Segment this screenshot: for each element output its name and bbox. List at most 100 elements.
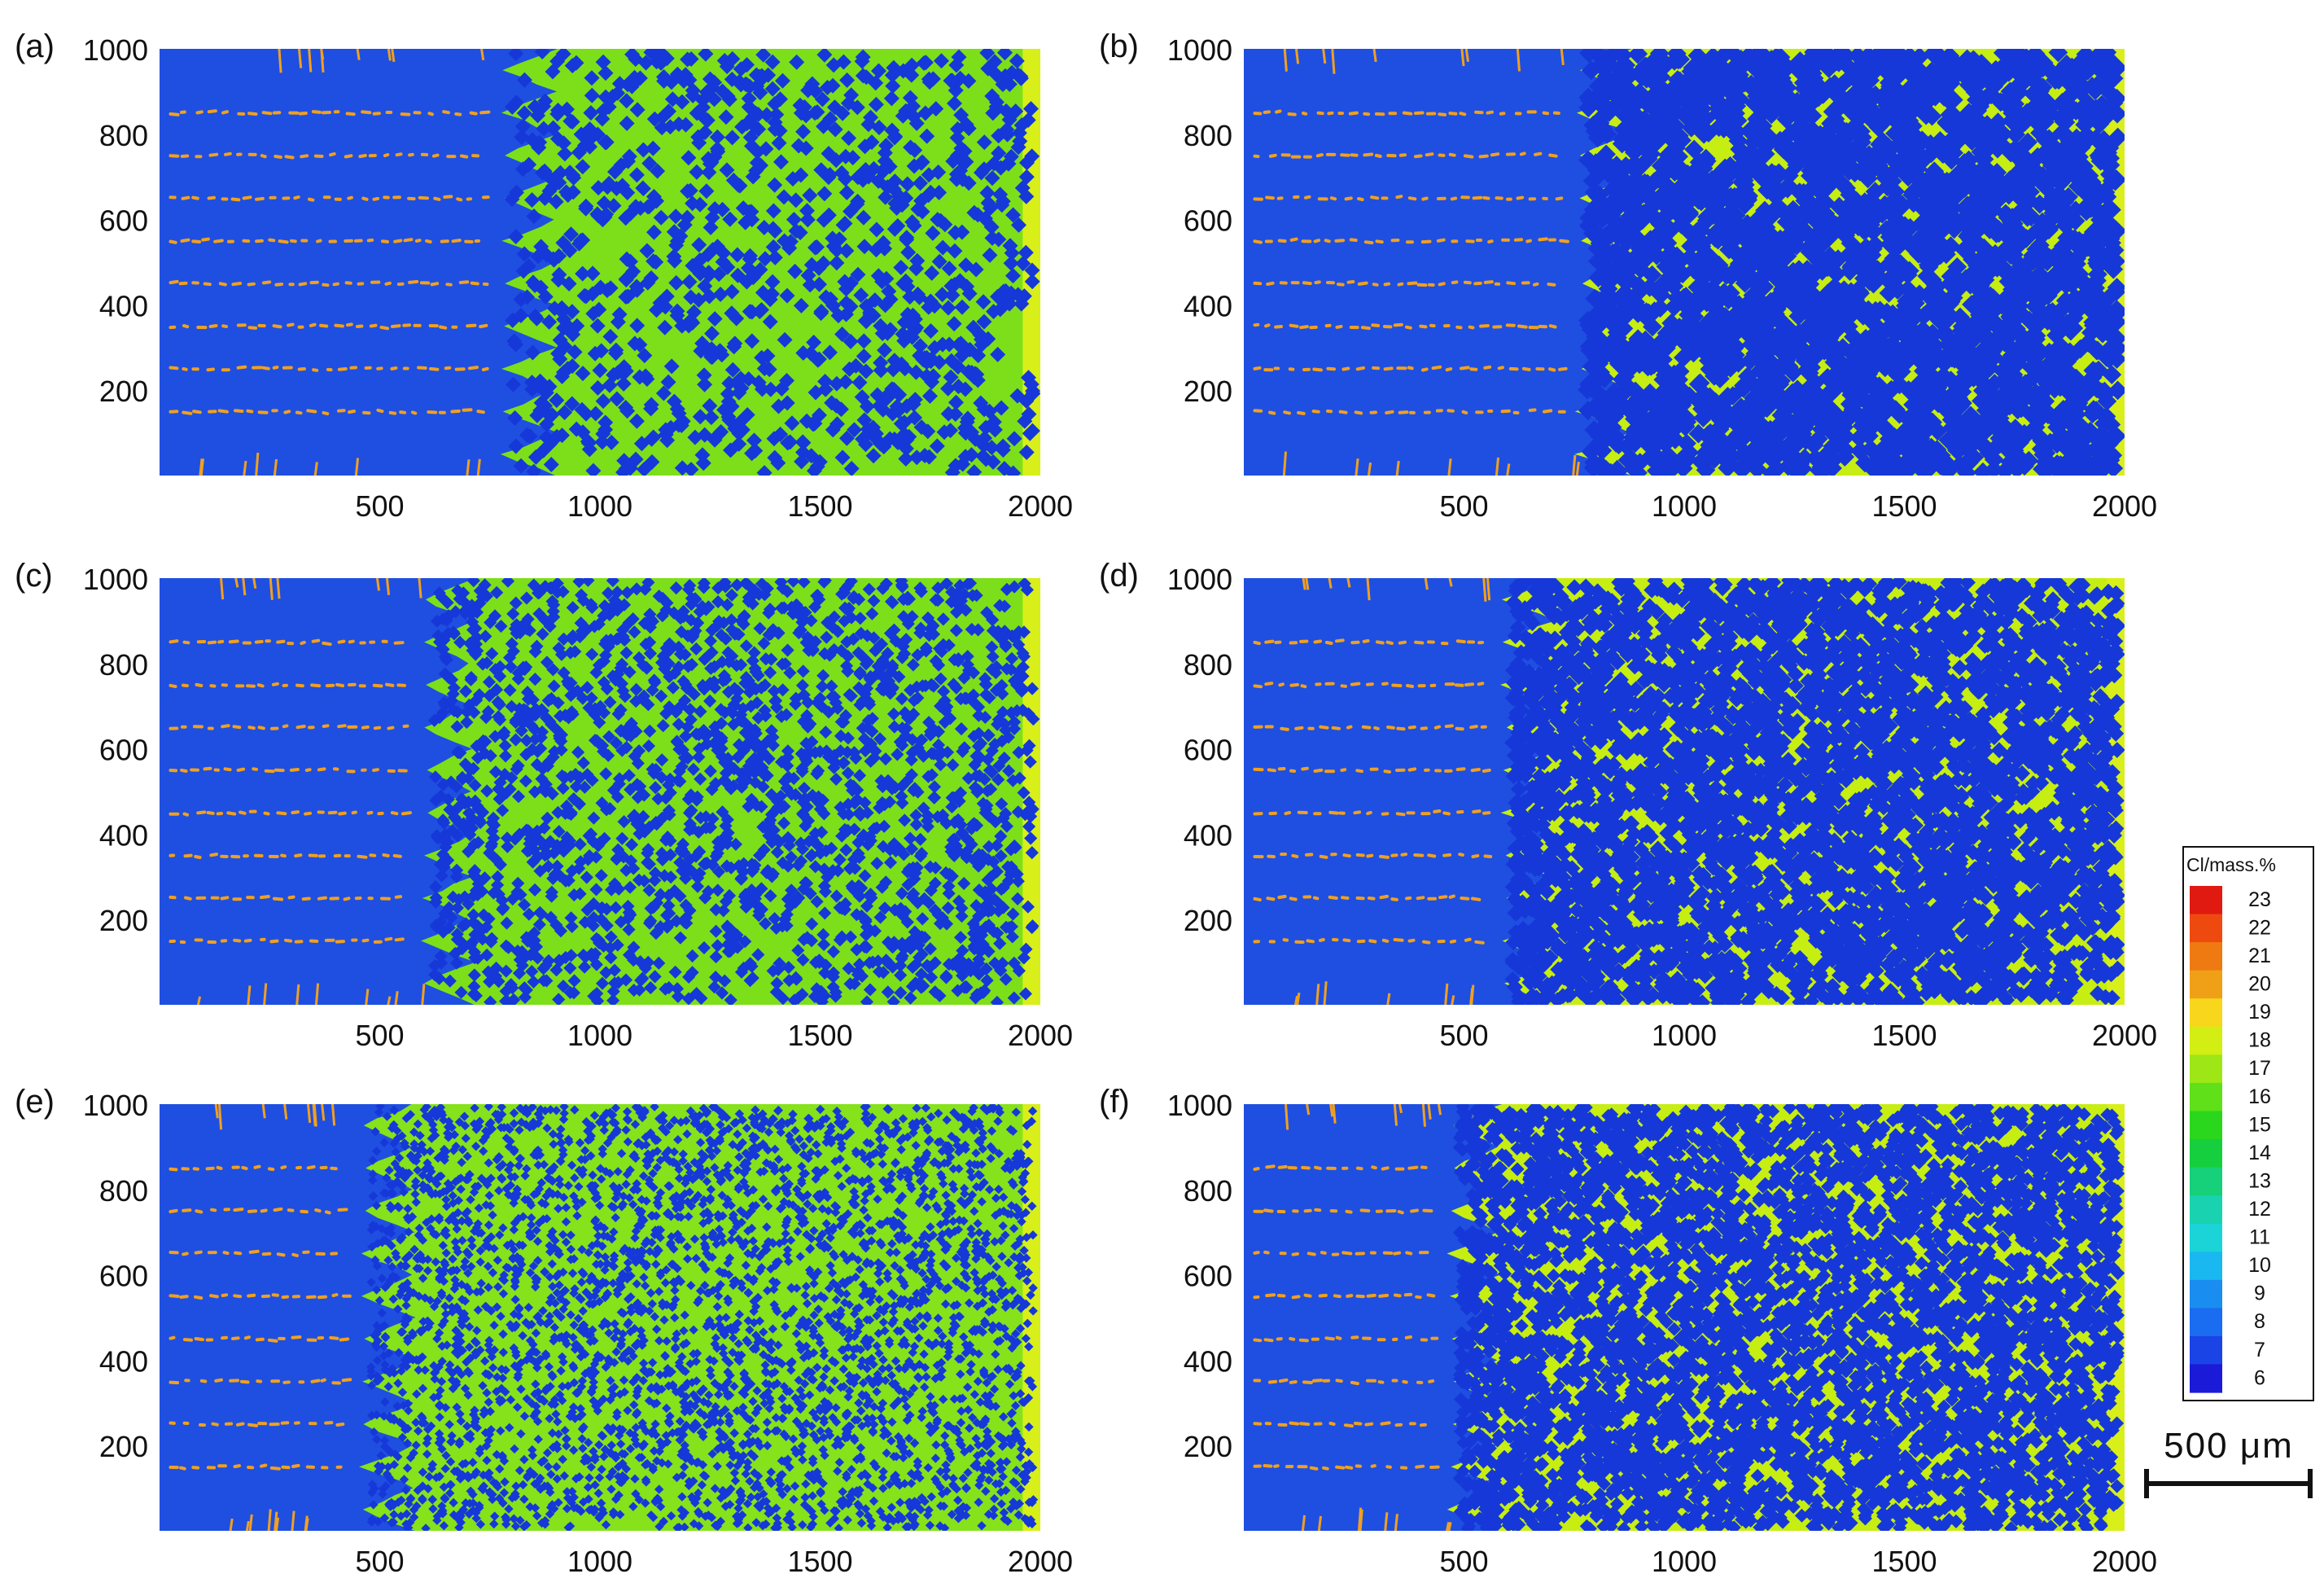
segregation-streak	[247, 112, 258, 116]
edge-spike	[320, 49, 325, 73]
segregation-streak	[1267, 1379, 1278, 1384]
colorbar-levels: 23 22 21 20 19 18 17 16 15 14 13 12 11 10 9 8 7 6	[2190, 886, 2271, 1393]
segregation-streak	[247, 1209, 258, 1213]
segregation-streak	[1459, 112, 1467, 116]
segregation-streak	[309, 322, 317, 327]
segregation-streak	[1355, 1166, 1363, 1171]
segregation-streak	[1253, 281, 1263, 286]
segregation-streak	[261, 1252, 272, 1256]
segregation-streak	[247, 282, 256, 287]
segregation-streak	[1473, 281, 1482, 286]
panel-f: (f) 200 400 600 800 1000 500 1000 1500 2000	[1099, 1084, 2157, 1578]
heatmap-area	[1244, 578, 2125, 1005]
edge-spike	[375, 578, 381, 591]
edge-spike	[1427, 1104, 1432, 1120]
segregation-streak	[1335, 1465, 1346, 1470]
colorbar-swatch	[2190, 1082, 2222, 1112]
segregation-streak	[1313, 239, 1320, 243]
segregation-streak	[414, 239, 422, 243]
segregation-streak	[1360, 326, 1371, 331]
segregation-streak	[1534, 151, 1543, 156]
edge-spike	[274, 1517, 280, 1531]
segregation-streak	[195, 682, 204, 687]
edge-spike	[1560, 49, 1565, 66]
segregation-streak	[1438, 282, 1446, 287]
segregation-streak	[399, 410, 407, 414]
segregation-streak	[1357, 281, 1368, 286]
edge-spike	[387, 49, 392, 61]
segregation-streak	[1353, 810, 1362, 815]
x-tick-label: 2000	[2092, 489, 2157, 523]
y-tick-label: 200	[99, 1430, 148, 1463]
segregation-streak	[310, 683, 322, 688]
segregation-streak	[1297, 410, 1306, 415]
segregation-streak	[1354, 1422, 1363, 1426]
y-tick-label: 800	[99, 119, 148, 152]
x-tick-label: 2000	[1008, 1019, 1073, 1052]
segregation-streak	[1533, 282, 1539, 287]
x-tick-label: 1000	[567, 489, 632, 523]
segregation-streak	[1405, 1251, 1413, 1256]
segregation-streak	[236, 365, 247, 370]
edge-spike	[1575, 462, 1580, 476]
segregation-streak	[1421, 367, 1429, 372]
segregation-streak	[1385, 410, 1394, 414]
segregation-streak	[1364, 1422, 1374, 1427]
colorbar-level-label: 22	[2248, 916, 2271, 939]
segregation-streak	[242, 195, 252, 200]
segregation-streak	[1264, 323, 1271, 328]
segregation-streak	[304, 768, 312, 772]
segregation-streak	[1405, 896, 1412, 901]
edge-spike	[214, 1104, 219, 1119]
segregation-streak	[1253, 239, 1263, 244]
edge-spike	[387, 996, 392, 1005]
segregation-streak	[1400, 853, 1408, 857]
segregation-streak	[479, 110, 491, 115]
segregation-streak	[1346, 1294, 1354, 1298]
y-tick-label: 800	[99, 1174, 148, 1208]
segregation-streak	[1277, 239, 1287, 243]
segregation-streak	[278, 239, 289, 244]
segregation-streak	[220, 896, 230, 901]
y-tick-label: 200	[1184, 904, 1232, 937]
x-tick-label: 500	[1439, 489, 1488, 523]
colorbar-level-label: 20	[2248, 973, 2271, 996]
segregation-streak	[1289, 897, 1298, 901]
edge-spike	[267, 1509, 272, 1531]
segregation-streak	[1343, 1423, 1354, 1428]
segregation-streak	[1338, 410, 1348, 414]
segregation-streak	[1525, 239, 1532, 243]
equiaxed-grains	[366, 1104, 1039, 1531]
segregation-streak	[1277, 1164, 1288, 1169]
segregation-streak	[429, 366, 440, 371]
segregation-streak	[337, 367, 348, 371]
edge-spike	[243, 460, 247, 476]
segregation-streak	[1402, 1379, 1408, 1384]
x-tick-label: 2000	[1008, 489, 1073, 523]
x-tick-label: 1500	[1871, 489, 1937, 523]
segregation-streak	[181, 195, 190, 200]
segregation-streak	[1283, 410, 1291, 415]
equiaxed-grains	[1504, 578, 2125, 1005]
segregation-streak	[460, 154, 469, 159]
heatmap-area	[1244, 1104, 2125, 1531]
segregation-streak	[180, 110, 186, 114]
segregation-streak	[1294, 726, 1304, 730]
segregation-streak	[1324, 239, 1331, 243]
segregation-streak	[1253, 1251, 1260, 1255]
segregation-streak	[445, 283, 453, 287]
segregation-streak	[393, 239, 403, 243]
segregation-streak	[1474, 110, 1484, 115]
segregation-streak	[1407, 196, 1417, 201]
scale-bar-label: 500 μm	[2164, 1426, 2294, 1466]
colorbar-level-label: 23	[2248, 888, 2271, 911]
segregation-streak	[294, 853, 303, 858]
segregation-streak	[418, 195, 429, 200]
panel-label: (c)	[15, 558, 53, 594]
segregation-streak	[261, 280, 272, 285]
edge-spike	[274, 1511, 278, 1531]
segregation-streak	[298, 112, 308, 116]
panel-label: (f)	[1099, 1084, 1130, 1120]
segregation-streak	[1359, 1208, 1371, 1212]
colorbar-level-label: 8	[2254, 1310, 2265, 1333]
